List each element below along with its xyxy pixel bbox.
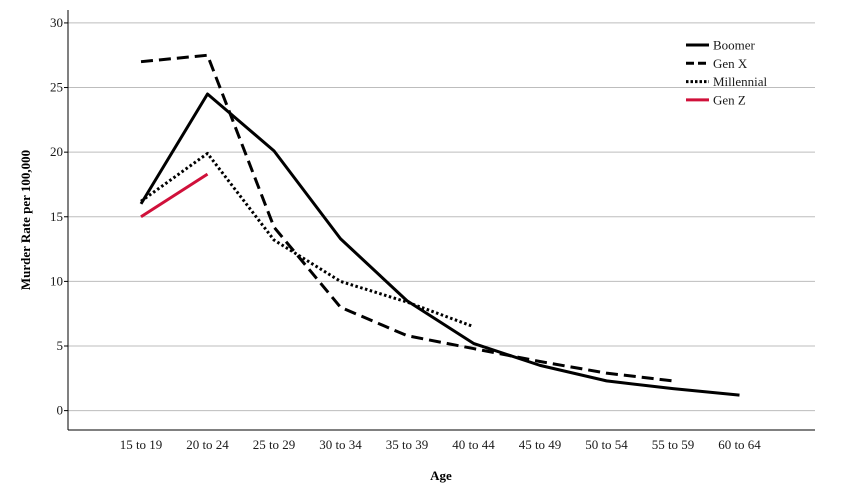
x-tick-label: 50 to 54 xyxy=(585,437,628,452)
legend-label: Gen X xyxy=(713,56,748,71)
y-tick-label: 20 xyxy=(50,144,63,159)
legend-label: Gen Z xyxy=(713,92,746,107)
y-tick-label: 10 xyxy=(50,273,63,288)
x-axis-title: Age xyxy=(430,468,452,483)
series-line-gen-z xyxy=(140,172,209,219)
legend-label: Millennial xyxy=(713,74,768,89)
x-tick-label: 20 to 24 xyxy=(186,437,229,452)
legend-label: Boomer xyxy=(713,38,756,53)
series-lines xyxy=(139,53,740,397)
y-tick-label: 0 xyxy=(57,403,64,418)
x-tick-label: 40 to 44 xyxy=(452,437,495,452)
legend: Boomer Gen X Millennial Gen Z xyxy=(686,38,768,107)
x-tick-label: 15 to 19 xyxy=(120,437,163,452)
y-tick-label: 15 xyxy=(50,209,63,224)
x-tick-label: 25 to 29 xyxy=(253,437,296,452)
gridlines xyxy=(68,22,815,412)
series-line-millennial xyxy=(140,151,475,329)
series-line-boomer xyxy=(139,92,740,397)
y-axis-title: Murder Rate per 100,000 xyxy=(18,150,33,290)
axes: 0 5 10 15 20 25 30 15 to 19 20 to 24 25 to 29 30 t… xyxy=(50,10,815,452)
x-tick-label: 35 to 39 xyxy=(386,437,429,452)
y-tick-label: 30 xyxy=(50,15,63,30)
y-tick-label: 5 xyxy=(57,338,64,353)
x-tick-label: 45 to 49 xyxy=(519,437,562,452)
x-tick-label: 60 to 64 xyxy=(718,437,761,452)
series-line-gen-x xyxy=(140,53,674,383)
y-tick-label: 25 xyxy=(50,80,63,95)
x-tick-label: 55 to 59 xyxy=(652,437,695,452)
x-tick-label: 30 to 34 xyxy=(319,437,362,452)
